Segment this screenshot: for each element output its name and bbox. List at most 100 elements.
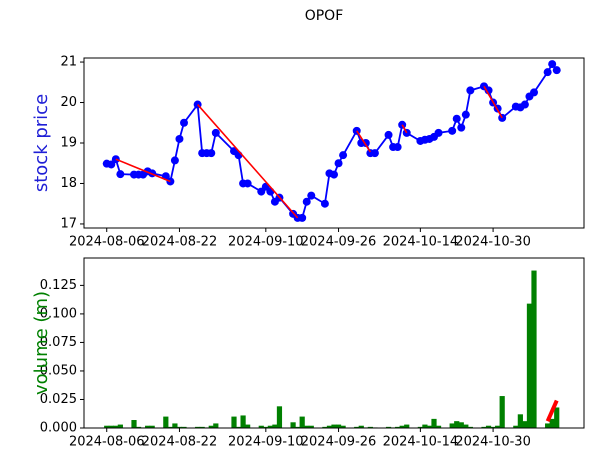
price-marker (330, 170, 338, 179)
price-marker (452, 114, 461, 123)
volume-bar (267, 425, 273, 428)
volume-bar (549, 418, 555, 428)
volume-bar (304, 425, 310, 428)
volume-bar (108, 425, 114, 428)
volume-bar (245, 424, 251, 428)
volume-bar (335, 424, 342, 428)
volume-bar (449, 423, 455, 428)
price-marker (302, 197, 311, 206)
volume-bar (481, 426, 487, 428)
x-tick-label: 2024-10-30 (455, 235, 531, 250)
volume-bar (172, 423, 178, 428)
volume-bar (331, 424, 337, 428)
x-tick-label: 2024-08-06 (69, 435, 145, 450)
x-tick-label: 2024-08-22 (142, 435, 218, 450)
volume-bar (308, 425, 314, 428)
trend-segment (401, 124, 408, 134)
x-tick-label: 2024-09-10 (228, 435, 304, 450)
x-tick-label: 2024-09-10 (228, 235, 304, 250)
price-marker (384, 130, 393, 139)
price-marker (243, 179, 252, 188)
plot-frame (83, 257, 585, 429)
y-tick-label: 20 (60, 95, 77, 110)
trend-segment (356, 130, 372, 153)
volume-bar (208, 425, 214, 428)
volume-bar (149, 425, 155, 428)
y-tick-label: 0.000 (40, 421, 77, 436)
volume-bar (454, 421, 460, 428)
price-marker (298, 213, 307, 222)
volume-bar (258, 425, 264, 428)
x-tick-label: 2024-08-22 (142, 235, 218, 250)
price-marker (320, 199, 329, 208)
price-marker (466, 86, 475, 95)
volume-bar (385, 426, 392, 428)
price-marker (266, 187, 275, 196)
volume-bar (399, 425, 405, 428)
volume-bar (526, 303, 533, 428)
volume-bar (422, 424, 428, 428)
volume-bar (522, 421, 528, 428)
volume-bar (367, 426, 373, 428)
volume-bar (145, 425, 151, 428)
price-marker (175, 134, 184, 143)
x-tick-label: 2024-08-06 (69, 235, 145, 250)
price-marker (448, 126, 457, 135)
x-tick-label: 2024-09-26 (301, 235, 377, 250)
volume-bar (276, 406, 283, 428)
price-marker (170, 156, 179, 165)
volume-bar (199, 426, 205, 428)
volume-bar (467, 426, 473, 428)
volume-bar (404, 424, 410, 428)
y-tick-label: 0.075 (40, 335, 77, 350)
price-marker (461, 110, 470, 119)
volume-bar (263, 426, 269, 428)
volume-bar (176, 426, 183, 428)
price-marker (543, 68, 552, 77)
price-marker (116, 170, 125, 179)
volume-bar (499, 396, 505, 428)
volume-bar (340, 425, 346, 428)
y-tick-label: 21 (60, 55, 77, 70)
volume-bar (435, 425, 442, 428)
x-tick-label: 2024-10-14 (383, 435, 459, 450)
price-marker (398, 120, 407, 129)
volume-bar (517, 414, 523, 428)
price-marker (180, 118, 188, 127)
volume-bar (490, 426, 496, 428)
price-marker (484, 86, 493, 95)
y-axis-label: stock price (31, 94, 52, 192)
y-tick-label: 17 (60, 216, 77, 231)
x-tick-label: 2024-09-26 (301, 435, 377, 450)
price-marker (457, 123, 466, 132)
y-tick-label: 0.050 (40, 363, 77, 378)
volume-bar (554, 407, 560, 428)
trend-segment (197, 104, 299, 219)
y-tick-label: 0.025 (40, 392, 77, 407)
chart-title: OPOF (305, 8, 344, 24)
price-marker (107, 160, 116, 169)
volume-bar (495, 425, 501, 428)
y-tick-label: 0.100 (40, 306, 77, 321)
price-marker (552, 66, 561, 75)
volume-bar (104, 425, 110, 428)
price-marker (307, 191, 316, 200)
volume-bar (295, 426, 301, 428)
volume-bar (354, 426, 360, 428)
x-tick-label: 2024-10-14 (383, 235, 459, 250)
y-tick-label: 0.125 (40, 278, 77, 293)
y-axis-label: volume (m) (31, 291, 52, 395)
price-marker (207, 149, 216, 158)
y-tick-label: 18 (60, 176, 77, 191)
x-tick-label: 2024-10-30 (455, 435, 531, 450)
volume-bar (431, 418, 437, 428)
price-marker (339, 151, 348, 160)
volume-bar (485, 425, 492, 428)
volume-bar (272, 424, 278, 428)
volume-bar (167, 426, 173, 428)
volume-bar (113, 425, 119, 428)
volume-bar (195, 426, 201, 428)
volume-bar (395, 426, 401, 428)
